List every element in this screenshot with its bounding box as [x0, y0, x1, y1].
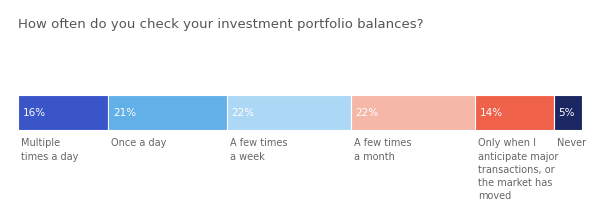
Text: 16%: 16% [23, 108, 46, 118]
Text: 21%: 21% [113, 108, 136, 118]
Text: Only when I
anticipate major
transactions, or
the market has
moved: Only when I anticipate major transaction… [478, 138, 558, 201]
Text: 22%: 22% [356, 108, 379, 118]
Text: 22%: 22% [232, 108, 254, 118]
Text: How often do you check your investment portfolio balances?: How often do you check your investment p… [18, 18, 424, 31]
FancyBboxPatch shape [554, 95, 582, 130]
FancyBboxPatch shape [351, 95, 475, 130]
FancyBboxPatch shape [227, 95, 351, 130]
Text: 5%: 5% [559, 108, 575, 118]
Text: Once a day: Once a day [111, 138, 167, 148]
Text: 14%: 14% [479, 108, 503, 118]
Text: A few times
a month: A few times a month [354, 138, 411, 162]
FancyBboxPatch shape [18, 95, 108, 130]
Text: A few times
a week: A few times a week [230, 138, 287, 162]
Text: Multiple
times a day: Multiple times a day [21, 138, 79, 162]
Text: Never: Never [557, 138, 586, 148]
FancyBboxPatch shape [475, 95, 554, 130]
FancyBboxPatch shape [108, 95, 227, 130]
